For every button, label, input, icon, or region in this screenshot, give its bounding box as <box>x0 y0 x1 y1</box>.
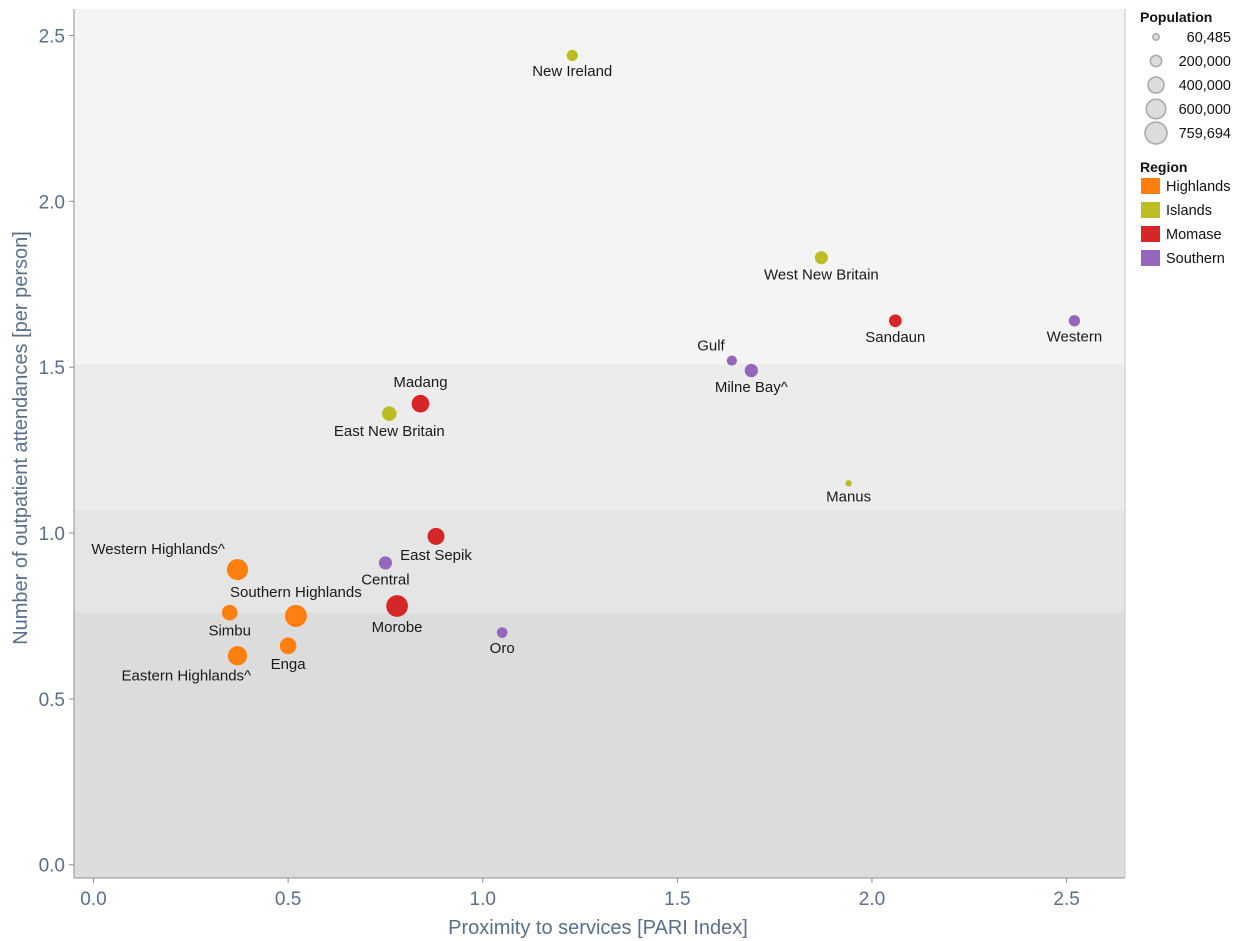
color-legend-label: Highlands <box>1166 179 1231 195</box>
point-label: Madang <box>393 374 447 391</box>
size-legend-label: 600,000 <box>1179 102 1231 118</box>
point-label: East Sepik <box>400 547 472 564</box>
data-point <box>814 251 828 265</box>
data-point <box>382 406 397 421</box>
tick-labels: 0.0 0.5 1.0 1.5 2.0 2.5 0.0 0.5 1.0 1.5 2.0 2.5 <box>39 27 1080 910</box>
size-legend-label: 60,485 <box>1187 30 1231 46</box>
point-label: Morobe <box>372 619 423 636</box>
point-label: Oro <box>490 640 515 657</box>
point-label: Manus <box>826 489 871 506</box>
color-legend-swatch <box>1141 226 1160 242</box>
legend: Population 60,485 200,000 400,000 600,000 75… <box>1140 9 1231 267</box>
size-legend-symbol <box>1144 121 1168 145</box>
point-label: Milne Bay^ <box>715 379 788 396</box>
y-tick-label: 1.5 <box>39 358 65 379</box>
data-point <box>378 556 392 570</box>
data-point <box>279 637 297 655</box>
background-band <box>74 509 1125 613</box>
point-label: Western Highlands^ <box>91 541 225 558</box>
point-label: Southern Highlands <box>230 584 362 601</box>
data-point <box>744 363 758 378</box>
point-label: Simbu <box>208 622 251 639</box>
data-point <box>845 480 852 487</box>
y-tick-label: 2.5 <box>39 27 65 48</box>
x-tick-label: 1.0 <box>470 889 496 910</box>
data-point <box>284 604 307 627</box>
y-tick-label: 1.0 <box>39 524 65 545</box>
color-legend-label: Islands <box>1166 203 1212 219</box>
color-legend-title: Region <box>1140 159 1187 175</box>
size-legend-label: 200,000 <box>1179 54 1231 70</box>
size-legend-symbol <box>1149 54 1163 68</box>
color-legend-label: Southern <box>1166 251 1225 267</box>
background-band <box>74 612 1125 878</box>
data-point <box>427 527 445 545</box>
point-label: East New Britain <box>334 423 445 440</box>
x-tick-label: 2.0 <box>859 889 885 910</box>
point-label: Sandaun <box>865 329 925 346</box>
data-point <box>386 595 408 617</box>
x-axis-title: Proximity to services [PARI Index] <box>448 917 748 939</box>
size-legend-title: Population <box>1140 9 1212 25</box>
y-tick-label: 2.0 <box>39 192 65 213</box>
background-band <box>74 363 1125 510</box>
background-bands <box>74 9 1125 878</box>
x-tick-label: 2.5 <box>1053 889 1079 910</box>
y-axis-title: Number of outpatient attendances [per pe… <box>10 231 32 645</box>
x-tick-label: 1.5 <box>664 889 690 910</box>
data-point <box>226 558 249 581</box>
data-point <box>888 314 902 328</box>
data-point <box>566 49 578 62</box>
data-point <box>221 604 238 621</box>
size-legend-symbol <box>1147 76 1165 94</box>
axes <box>73 9 1126 879</box>
point-label: West New Britain <box>764 266 879 283</box>
x-tick-label: 0.5 <box>275 889 301 910</box>
point-label: Enga <box>271 656 307 673</box>
color-legend-swatch <box>1141 250 1160 266</box>
point-label: Gulf <box>697 337 725 354</box>
data-point <box>496 627 508 638</box>
data-point <box>411 394 430 413</box>
color-legend-label: Momase <box>1166 227 1222 243</box>
size-legend-items: 60,485 200,000 400,000 600,000 759,694 <box>1144 30 1231 145</box>
color-legend-swatch <box>1141 202 1160 218</box>
data-point <box>726 355 737 366</box>
point-labels: New Ireland West New Britain Sandaun Wester… <box>91 63 1102 684</box>
color-legend-swatch <box>1141 178 1160 194</box>
data-point <box>1068 315 1081 327</box>
data-points <box>221 49 1081 666</box>
x-tick-label: 0.0 <box>80 889 106 910</box>
color-legend-items: Highlands Islands Momase Southern <box>1141 178 1231 267</box>
y-tick-label: 0.5 <box>39 690 65 711</box>
point-label: New Ireland <box>532 63 612 80</box>
size-legend-symbol <box>1145 98 1167 120</box>
point-label: Western <box>1047 328 1103 345</box>
background-band <box>74 9 1125 364</box>
size-legend-label: 400,000 <box>1179 78 1231 94</box>
data-point <box>227 646 248 666</box>
size-legend-symbol <box>1152 33 1160 41</box>
y-tick-label: 0.0 <box>39 856 65 877</box>
point-label: Eastern Highlands^ <box>121 667 251 684</box>
point-label: Central <box>361 571 409 588</box>
size-legend-label: 759,694 <box>1179 126 1231 142</box>
